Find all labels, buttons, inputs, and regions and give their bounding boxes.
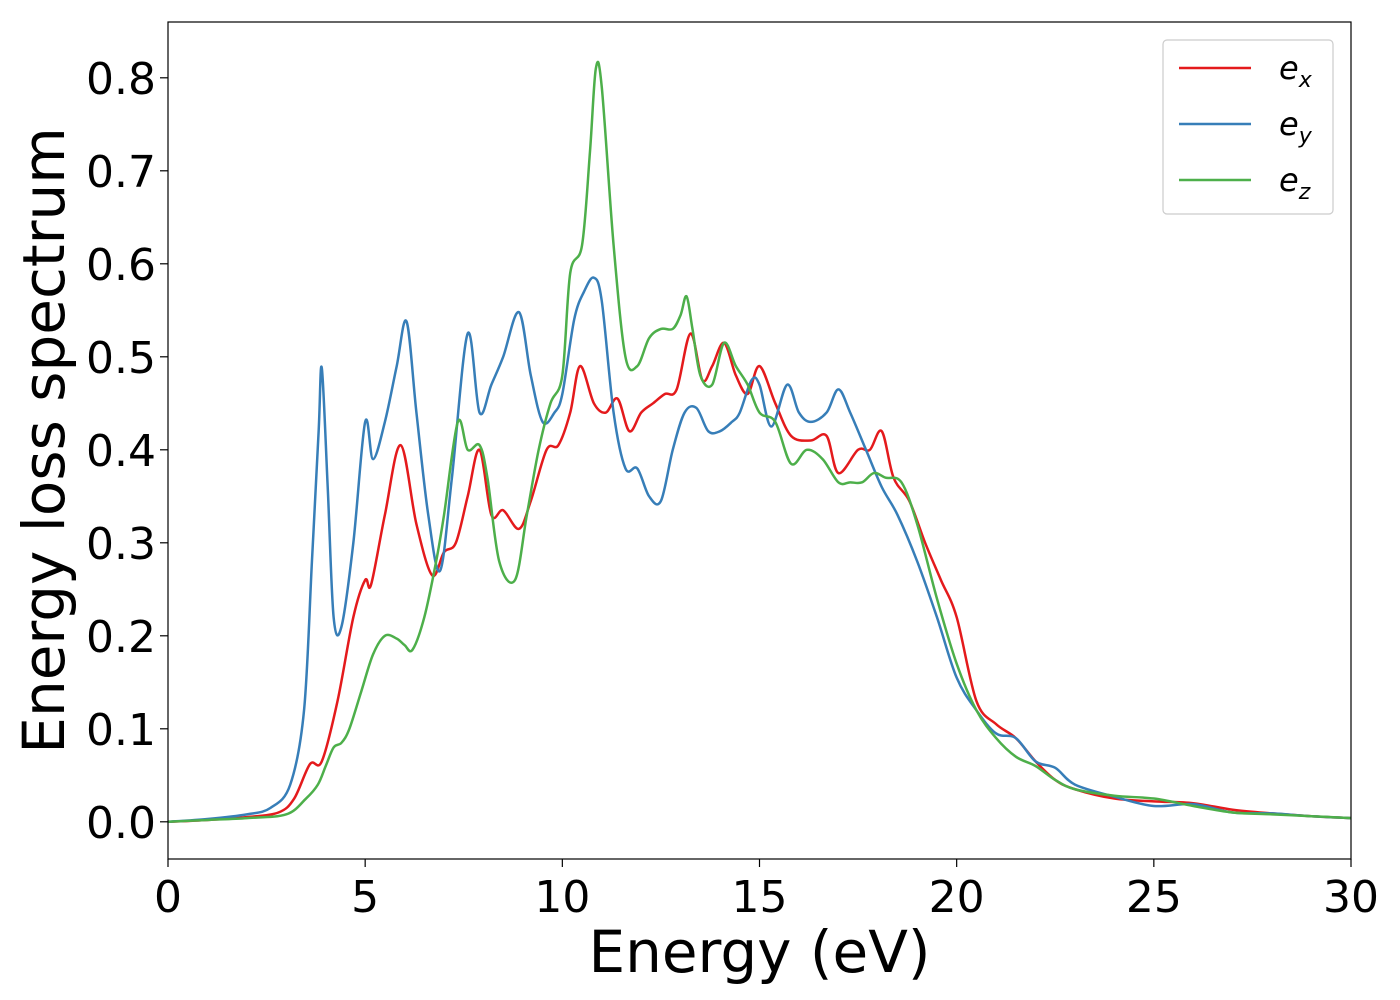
x-tick-label: 20	[929, 872, 985, 923]
x-tick-label: 25	[1126, 872, 1182, 923]
x-tick-label: 30	[1323, 872, 1379, 923]
series-line-x	[167, 332, 1352, 824]
y-axis-title: Energy loss spectrum	[10, 127, 78, 753]
legend-label-z: ez	[1279, 161, 1311, 205]
legend-label-x: ex	[1279, 49, 1313, 93]
y-tick-label: 0.0	[86, 798, 156, 849]
y-axis-ticks: 0.0 0.1 0.2 0.3 0.4 0.5 0.6 0.7 0.8	[86, 54, 168, 849]
x-tick-label: 10	[534, 872, 590, 923]
y-tick-label: 0.5	[86, 333, 156, 384]
series-layer	[167, 60, 1352, 824]
x-tick-label: 5	[351, 872, 379, 923]
x-tick-label: 15	[732, 872, 788, 923]
x-tick-label: 0	[154, 872, 182, 923]
y-tick-label: 0.1	[86, 705, 156, 756]
x-axis-title: Energy (eV)	[588, 918, 930, 986]
legend-box	[1162, 39, 1334, 215]
x-axis-ticks: 0 5 10 15 20 25 30	[154, 859, 1379, 923]
y-tick-label: 0.8	[86, 54, 156, 105]
legend: ex ey ez	[1162, 39, 1334, 215]
plot-area	[167, 60, 1352, 824]
y-tick-label: 0.6	[86, 240, 156, 291]
series-line-y	[167, 276, 1352, 824]
legend-label-y: ey	[1279, 105, 1313, 149]
y-tick-label: 0.2	[86, 612, 156, 663]
y-tick-label: 0.3	[86, 519, 156, 570]
y-tick-label: 0.4	[86, 426, 156, 477]
y-tick-label: 0.7	[86, 147, 156, 198]
series-line-z	[167, 60, 1352, 824]
